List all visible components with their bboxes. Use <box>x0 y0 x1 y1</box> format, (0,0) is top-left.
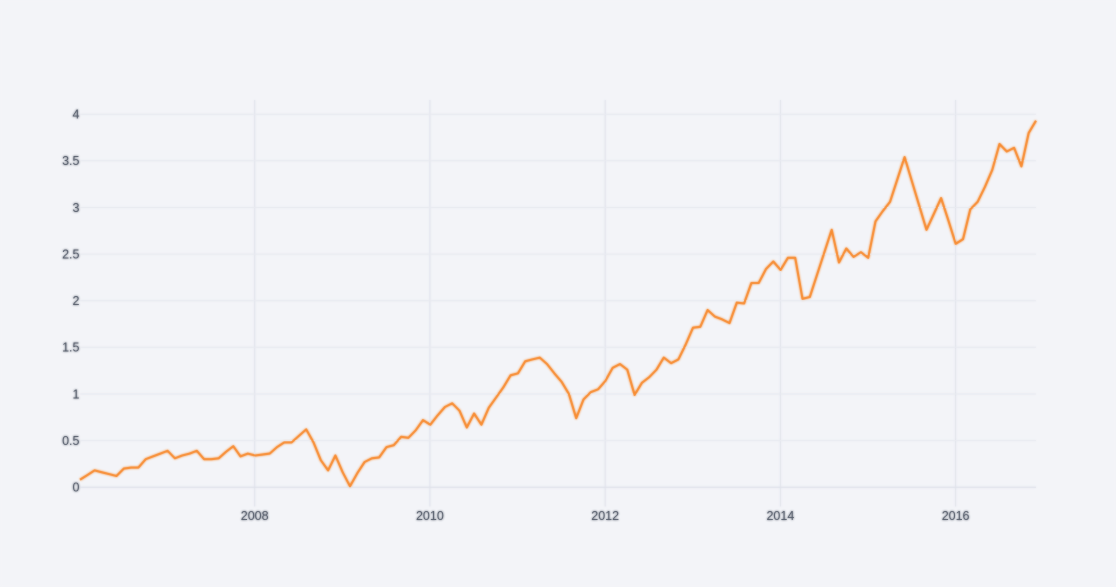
svg-text:1.5: 1.5 <box>62 341 79 355</box>
svg-text:3: 3 <box>73 201 80 215</box>
svg-text:1.5: 1.5 <box>62 341 79 355</box>
svg-text:2: 2 <box>73 294 80 308</box>
svg-text:2.5: 2.5 <box>62 248 79 262</box>
svg-text:0.5: 0.5 <box>62 434 79 448</box>
svg-text:2010: 2010 <box>416 509 444 523</box>
svg-text:2.5: 2.5 <box>62 248 79 262</box>
svg-text:3.5: 3.5 <box>62 154 79 168</box>
svg-text:0.5: 0.5 <box>62 434 79 448</box>
svg-text:4: 4 <box>73 108 80 122</box>
svg-text:3: 3 <box>73 201 80 215</box>
svg-text:1: 1 <box>73 387 80 401</box>
svg-text:2010: 2010 <box>416 509 444 523</box>
svg-text:2008: 2008 <box>241 509 269 523</box>
svg-text:2008: 2008 <box>241 509 269 523</box>
svg-text:1: 1 <box>73 387 80 401</box>
svg-text:4: 4 <box>73 108 80 122</box>
svg-text:3.5: 3.5 <box>62 154 79 168</box>
svg-text:2016: 2016 <box>942 509 970 523</box>
svg-text:2012: 2012 <box>591 509 619 523</box>
svg-text:0: 0 <box>73 481 80 495</box>
svg-text:2016: 2016 <box>942 509 970 523</box>
svg-text:2: 2 <box>73 294 80 308</box>
svg-text:2012: 2012 <box>591 509 619 523</box>
svg-text:0: 0 <box>73 481 80 495</box>
svg-text:2014: 2014 <box>766 509 794 523</box>
svg-text:2014: 2014 <box>766 509 794 523</box>
